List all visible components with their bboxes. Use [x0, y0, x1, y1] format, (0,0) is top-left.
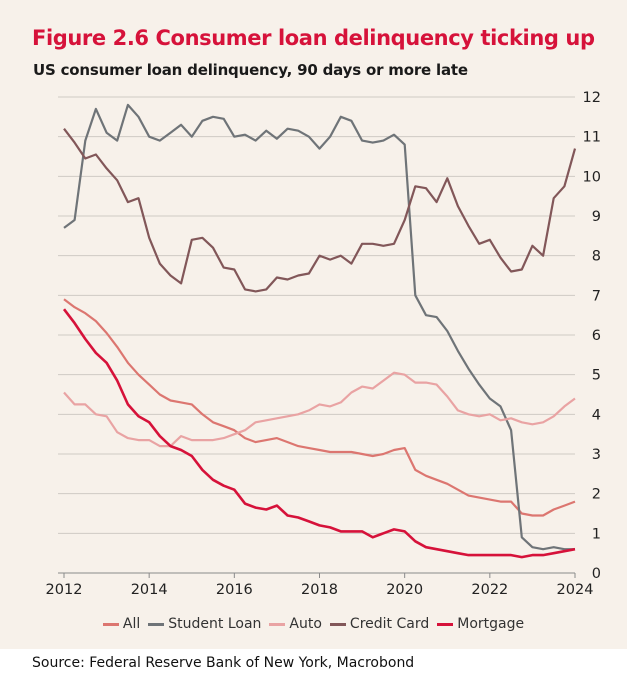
legend-item-auto: Auto	[269, 616, 322, 632]
y-tick-label: 5	[592, 368, 601, 384]
y-tick-label: 9	[592, 209, 601, 225]
y-tick-label: 3	[592, 447, 601, 463]
x-tick-label: 2018	[301, 582, 338, 598]
legend-swatch	[102, 622, 119, 626]
legend-item-credit-card: Credit Card	[329, 616, 430, 632]
x-tick-label: 2024	[557, 582, 594, 598]
y-tick-label: 6	[592, 328, 601, 344]
legend-label: Mortgage	[457, 616, 525, 632]
legend-label: Student Loan	[168, 616, 262, 632]
legend-label: Credit Card	[349, 616, 430, 632]
series-line-auto	[63, 371, 576, 448]
y-tick-label: 4	[592, 407, 601, 423]
legend-label: All	[122, 616, 141, 632]
series-lines	[62, 103, 577, 559]
y-tick-label: 0	[592, 566, 601, 582]
source-note: Source: Federal Reserve Bank of New York…	[32, 655, 415, 671]
legend-swatch	[148, 622, 165, 626]
series-line-all	[63, 298, 576, 517]
y-tick-label: 2	[592, 487, 601, 503]
chart-panel	[0, 0, 627, 649]
chart-title: Figure 2.6 Consumer loan delinquency tic…	[32, 26, 595, 50]
legend-swatch	[437, 622, 454, 626]
legend-item-student-loan: Student Loan	[148, 616, 261, 632]
x-tick-label: 2020	[386, 582, 423, 598]
chart-subtitle: US consumer loan delinquency, 90 days or…	[33, 61, 468, 79]
x-axis-ticks: 2012 2014 2016 2018 2020 2022 2024	[46, 573, 594, 598]
y-tick-label: 1	[592, 526, 601, 542]
y-tick-label: 7	[592, 288, 601, 304]
x-tick-label: 2012	[46, 582, 83, 598]
legend: All Student Loan Auto Credit Card Mortgage	[0, 616, 627, 632]
x-tick-label: 2014	[131, 582, 168, 598]
y-tick-label: 12	[583, 90, 601, 106]
y-tick-label: 11	[583, 130, 601, 146]
series-line-student-loan	[63, 103, 575, 551]
legend-label: Auto	[289, 616, 322, 632]
legend-swatch	[269, 622, 286, 626]
x-tick-label: 2016	[216, 582, 253, 598]
series-line-mortgage	[62, 308, 576, 559]
y-tick-label: 10	[583, 169, 601, 185]
y-tick-label: 8	[592, 249, 601, 265]
legend-item-all: All	[102, 616, 141, 632]
legend-swatch	[329, 622, 346, 626]
series-line-credit-card	[63, 128, 577, 293]
x-tick-label: 2022	[471, 582, 508, 598]
legend-item-mortgage: Mortgage	[437, 616, 524, 632]
